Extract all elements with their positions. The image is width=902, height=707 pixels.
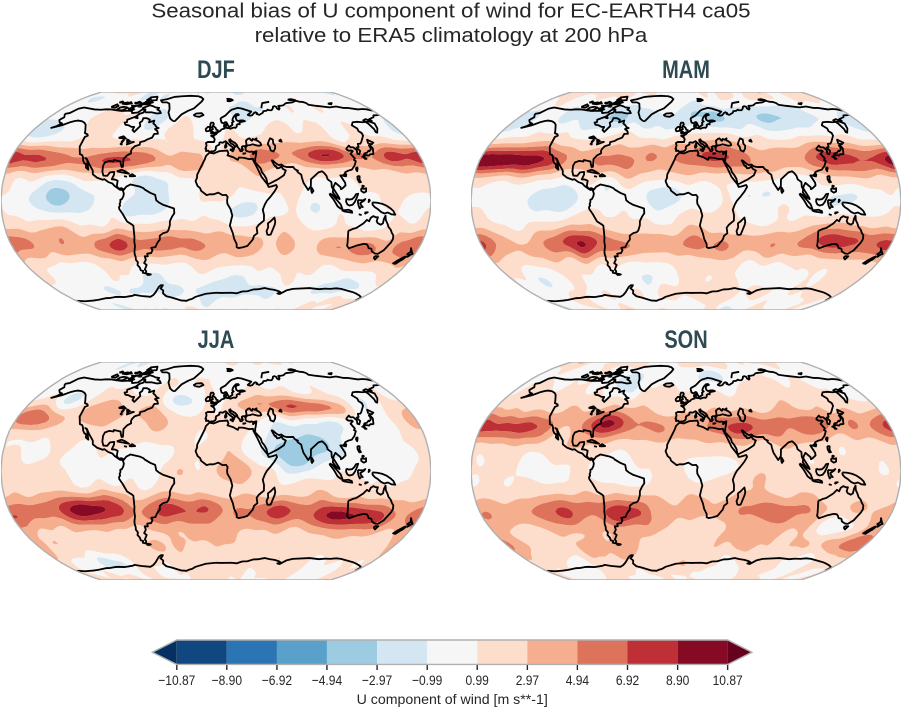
svg-text:SON: SON — [664, 326, 707, 354]
svg-text:6.92: 6.92 — [616, 672, 639, 688]
svg-text:JJA: JJA — [198, 326, 235, 354]
svg-text:10.87: 10.87 — [713, 672, 743, 688]
svg-text:−8.90: −8.90 — [212, 672, 242, 688]
svg-text:0.99: 0.99 — [465, 672, 488, 688]
svg-text:8.90: 8.90 — [666, 672, 689, 688]
svg-text:U component of wind [m s**-1]: U component of wind [m s**-1] — [357, 692, 548, 707]
svg-text:relative to ERA5 climatology a: relative to ERA5 climatology at 200 hPa — [255, 24, 648, 47]
svg-text:−2.97: −2.97 — [362, 672, 392, 688]
svg-text:−0.99: −0.99 — [412, 672, 442, 688]
svg-text:2.97: 2.97 — [516, 672, 539, 688]
svg-text:DJF: DJF — [197, 56, 235, 84]
svg-text:−4.94: −4.94 — [312, 672, 342, 688]
svg-text:MAM: MAM — [662, 56, 710, 84]
svg-text:−10.87: −10.87 — [158, 672, 195, 688]
svg-text:4.94: 4.94 — [566, 672, 589, 688]
svg-text:−6.92: −6.92 — [262, 672, 292, 688]
svg-text:Seasonal bias of U component o: Seasonal bias of U component of wind for… — [151, 0, 750, 22]
